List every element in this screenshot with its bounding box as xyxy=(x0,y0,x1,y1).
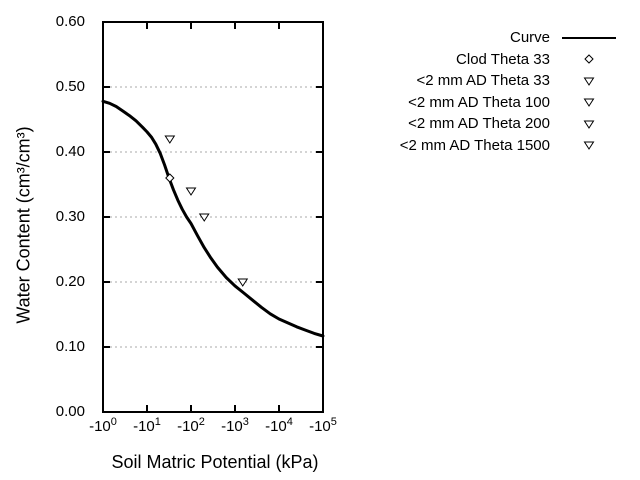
legend-item: <2 mm AD Theta 200 xyxy=(338,113,628,135)
x-tick-label: -100 xyxy=(89,416,117,436)
legend-item-label: <2 mm AD Theta 200 xyxy=(408,115,550,133)
legend-item-sample xyxy=(550,117,628,131)
y-tick-label: 0.00 xyxy=(55,403,85,420)
y-tick-label: 0.10 xyxy=(55,338,85,355)
legend-item-sample xyxy=(550,95,628,109)
y-tick-label: 0.20 xyxy=(55,273,85,290)
legend-item-label: <2 mm AD Theta 1500 xyxy=(399,136,550,154)
x-tick-label: -103 xyxy=(221,416,249,436)
legend-item-sample xyxy=(550,31,628,45)
legend-item-label: Clod Theta 33 xyxy=(456,50,550,68)
y-tick-label: 0.30 xyxy=(55,208,85,225)
x-axis-title: Soil Matric Potential (kPa) xyxy=(111,452,319,472)
triangle-down-open-marker-icon xyxy=(164,135,176,144)
triangle-down-open-marker-icon xyxy=(583,98,595,108)
legend-item-sample xyxy=(550,138,628,152)
x-tick-label: -102 xyxy=(177,416,205,436)
legend-item-sample xyxy=(550,74,628,88)
legend-item-label: Curve xyxy=(509,29,550,47)
triangle-down-open-marker-icon xyxy=(198,213,210,222)
triangle-down-open-marker-icon xyxy=(583,120,595,129)
plot-border xyxy=(102,21,324,413)
diamond-open-marker-icon xyxy=(165,173,175,183)
triangle-down-open-marker-icon xyxy=(583,77,595,86)
legend-item: <2 mm AD Theta 1500 xyxy=(338,135,628,157)
x-tick-label: -101 xyxy=(133,416,161,436)
triangle-down-open-marker-icon xyxy=(583,141,595,151)
legend-item: Clod Theta 33 xyxy=(338,49,628,71)
y-tick-label: 0.40 xyxy=(55,143,85,160)
diamond-open-marker-icon xyxy=(584,54,594,64)
y-tick-label: 0.50 xyxy=(55,78,85,95)
legend: Curve Clod Theta 33 <2 mm AD Theta 33 <2 mm… xyxy=(338,27,628,156)
y-tick-label: 0.60 xyxy=(55,13,85,30)
x-tick-label: -105 xyxy=(309,416,337,436)
legend-item: <2 mm AD Theta 100 xyxy=(338,92,628,114)
triangle-down-open-marker-icon xyxy=(185,187,197,196)
legend-item: <2 mm AD Theta 33 xyxy=(338,70,628,92)
legend-item-sample xyxy=(550,52,628,66)
legend-item-label: <2 mm AD Theta 33 xyxy=(416,72,550,90)
triangle-down-open-marker-icon xyxy=(237,278,249,287)
legend-item-label: <2 mm AD Theta 100 xyxy=(408,93,550,111)
x-tick-label: -104 xyxy=(265,416,293,436)
curve-line xyxy=(101,99,325,338)
legend-item: Curve xyxy=(338,27,628,49)
